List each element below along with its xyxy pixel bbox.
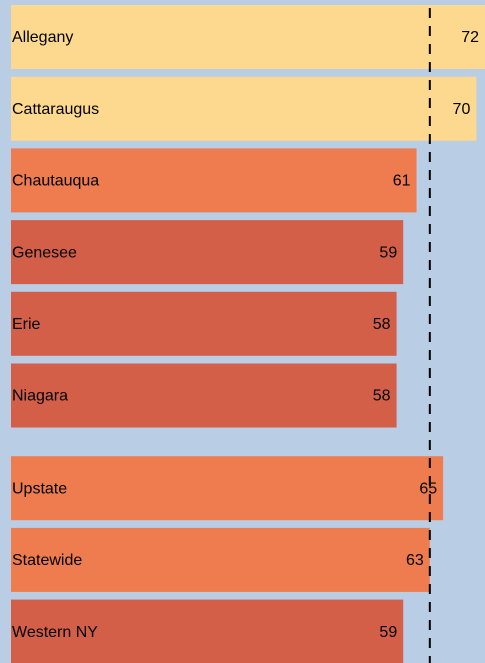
bar	[11, 599, 404, 663]
bar	[11, 456, 444, 521]
value-label: 65	[419, 480, 437, 497]
value-label: 72	[461, 29, 479, 46]
bar	[11, 527, 430, 592]
category-label: Cattaraugus	[12, 101, 99, 118]
value-label: 63	[406, 552, 424, 569]
category-label: Genesee	[12, 244, 77, 261]
bar	[11, 291, 397, 356]
value-label: 58	[373, 316, 391, 333]
value-label: 61	[393, 173, 411, 190]
bar	[11, 5, 485, 69]
value-label: 59	[379, 244, 397, 261]
value-label: 70	[453, 101, 471, 118]
category-label: Niagara	[12, 388, 68, 405]
category-label: Western NY	[12, 624, 98, 641]
category-label: Chautauqua	[12, 173, 99, 190]
bar	[11, 363, 397, 428]
category-label: Statewide	[12, 552, 82, 569]
bar	[11, 76, 477, 141]
category-label: Erie	[12, 316, 41, 333]
bar	[11, 148, 417, 213]
category-label: Upstate	[12, 480, 67, 497]
bar	[11, 220, 404, 285]
value-label: 58	[373, 388, 391, 405]
category-label: Allegany	[12, 29, 73, 46]
value-label: 59	[379, 624, 397, 641]
